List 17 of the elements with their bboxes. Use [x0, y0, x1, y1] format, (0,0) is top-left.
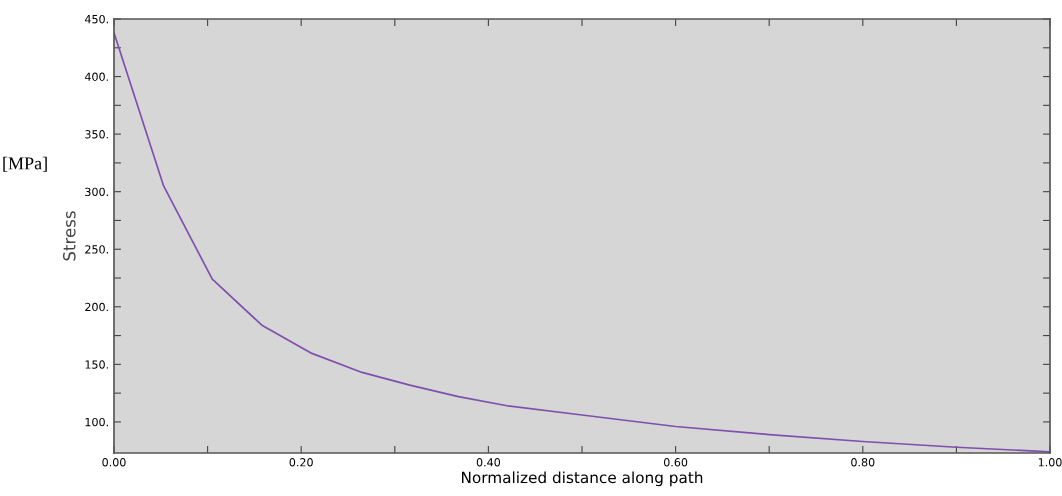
y-tick-label: 300. [85, 187, 108, 197]
x-tick-label: 0.00 [102, 458, 126, 467]
text: [MPa] [3, 156, 47, 172]
y-tick-label: 400. [84, 72, 108, 81]
y-tick-label: 250. [85, 245, 108, 254]
y-tick-label: 150. [85, 360, 108, 369]
y-tick-label: 200. [85, 302, 108, 312]
x-tick-label: 0.60 [663, 458, 688, 467]
y-axis-title: Stress [63, 211, 76, 261]
x-tick-label: 0.40 [476, 458, 501, 467]
x-tick-label: 0.20 [289, 458, 313, 467]
x-tick-label: 0.80 [851, 458, 875, 467]
x-axis-title: Normalized distance along path [461, 471, 703, 487]
y-tick-label: 350. [85, 130, 108, 139]
x-tick-label: 1.00 [1038, 458, 1062, 467]
y-tick-label: 100. [85, 417, 108, 427]
y-tick-label: 450. [84, 14, 108, 24]
